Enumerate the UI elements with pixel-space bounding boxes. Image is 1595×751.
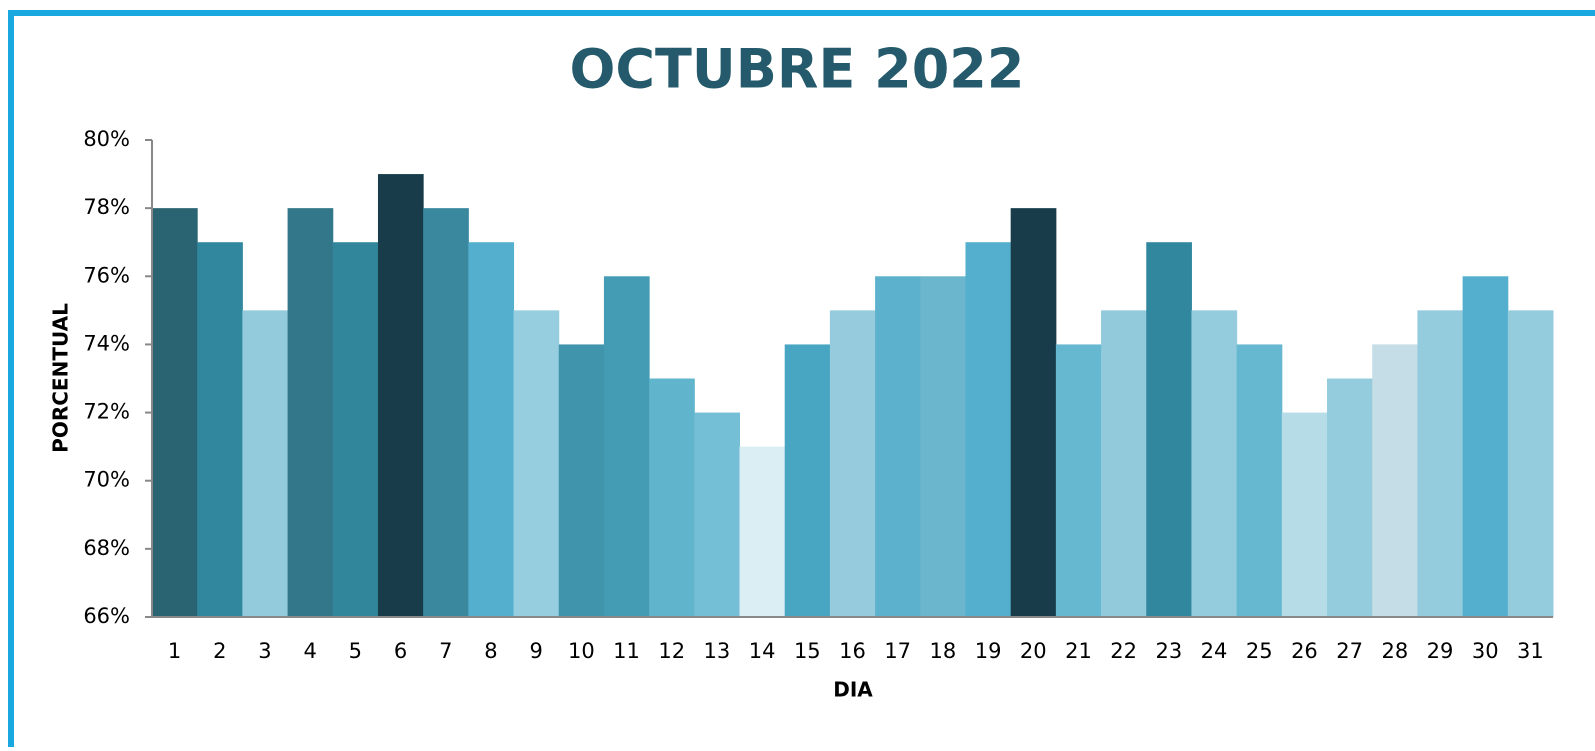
- bar: [1507, 310, 1554, 617]
- bar: [1055, 344, 1102, 617]
- y-axis-label: PORCENTUAL: [49, 303, 73, 453]
- bar: [694, 412, 741, 617]
- x-tick-label: 18: [930, 639, 957, 663]
- y-tick-label: 78%: [83, 195, 130, 219]
- x-tick-label: 5: [349, 639, 362, 663]
- x-tick-label: 6: [394, 639, 407, 663]
- x-tick-label: 29: [1427, 639, 1454, 663]
- bar: [1146, 242, 1192, 617]
- bar: [965, 242, 1012, 617]
- bar: [287, 208, 334, 617]
- x-tick-label: 26: [1291, 639, 1318, 663]
- x-tick-label: 3: [258, 639, 271, 663]
- bar: [784, 344, 831, 617]
- x-tick-label: 13: [704, 639, 731, 663]
- x-tick-label: 23: [1155, 639, 1182, 663]
- x-tick-label: 19: [975, 639, 1002, 663]
- x-tick-label: 16: [839, 639, 866, 663]
- bar: [739, 446, 786, 617]
- x-tick-label: 11: [613, 639, 640, 663]
- x-tick-label: 17: [884, 639, 911, 663]
- bar: [152, 208, 198, 617]
- bar: [558, 344, 605, 617]
- x-tick-label: 25: [1246, 639, 1273, 663]
- y-tick-label: 80%: [83, 127, 130, 151]
- x-tick-label: 8: [484, 639, 497, 663]
- x-tick-label: 4: [303, 639, 316, 663]
- bar: [197, 242, 243, 617]
- x-tick-label: 10: [568, 639, 595, 663]
- bar: [649, 378, 695, 617]
- x-tick-label: 12: [658, 639, 685, 663]
- y-tick-label: 66%: [83, 604, 130, 628]
- bar: [1191, 310, 1238, 617]
- bar: [423, 208, 469, 617]
- bar: [1462, 276, 1509, 617]
- x-tick-label: 21: [1065, 639, 1092, 663]
- bar: [513, 310, 560, 617]
- x-tick-label: 14: [749, 639, 776, 663]
- bar: [1010, 208, 1057, 617]
- x-tick-label: 20: [1020, 639, 1047, 663]
- x-tick-label: 22: [1110, 639, 1137, 663]
- y-tick-label: 72%: [83, 400, 130, 424]
- x-tick-label: 15: [794, 639, 821, 663]
- bar: [1101, 310, 1147, 617]
- bar: [332, 242, 379, 617]
- bar: [1417, 310, 1464, 617]
- bar: [1327, 378, 1373, 617]
- bar: [242, 310, 289, 617]
- bar: [1372, 344, 1418, 617]
- x-tick-label: 7: [439, 639, 452, 663]
- x-tick-label: 30: [1472, 639, 1499, 663]
- x-tick-label: 9: [529, 639, 542, 663]
- y-tick-label: 70%: [83, 468, 130, 492]
- y-tick-label: 74%: [83, 331, 130, 355]
- bar: [875, 276, 921, 617]
- bar: [829, 310, 876, 617]
- bar: [920, 276, 966, 617]
- x-tick-label: 31: [1517, 639, 1544, 663]
- bar: [1281, 412, 1328, 617]
- chart-title: OCTUBRE 2022: [570, 38, 1025, 101]
- bar: [468, 242, 515, 617]
- y-tick-label: 76%: [83, 263, 130, 287]
- x-tick-label: 2: [213, 639, 226, 663]
- x-axis-label: DIA: [833, 678, 873, 702]
- bar: [1236, 344, 1283, 617]
- y-tick-label: 68%: [83, 536, 130, 560]
- x-tick-label: 1: [168, 639, 181, 663]
- bar: [377, 174, 424, 618]
- bar: [603, 276, 650, 617]
- x-tick-label: 27: [1336, 639, 1363, 663]
- x-tick-label: 28: [1381, 639, 1408, 663]
- x-tick-label: 24: [1201, 639, 1228, 663]
